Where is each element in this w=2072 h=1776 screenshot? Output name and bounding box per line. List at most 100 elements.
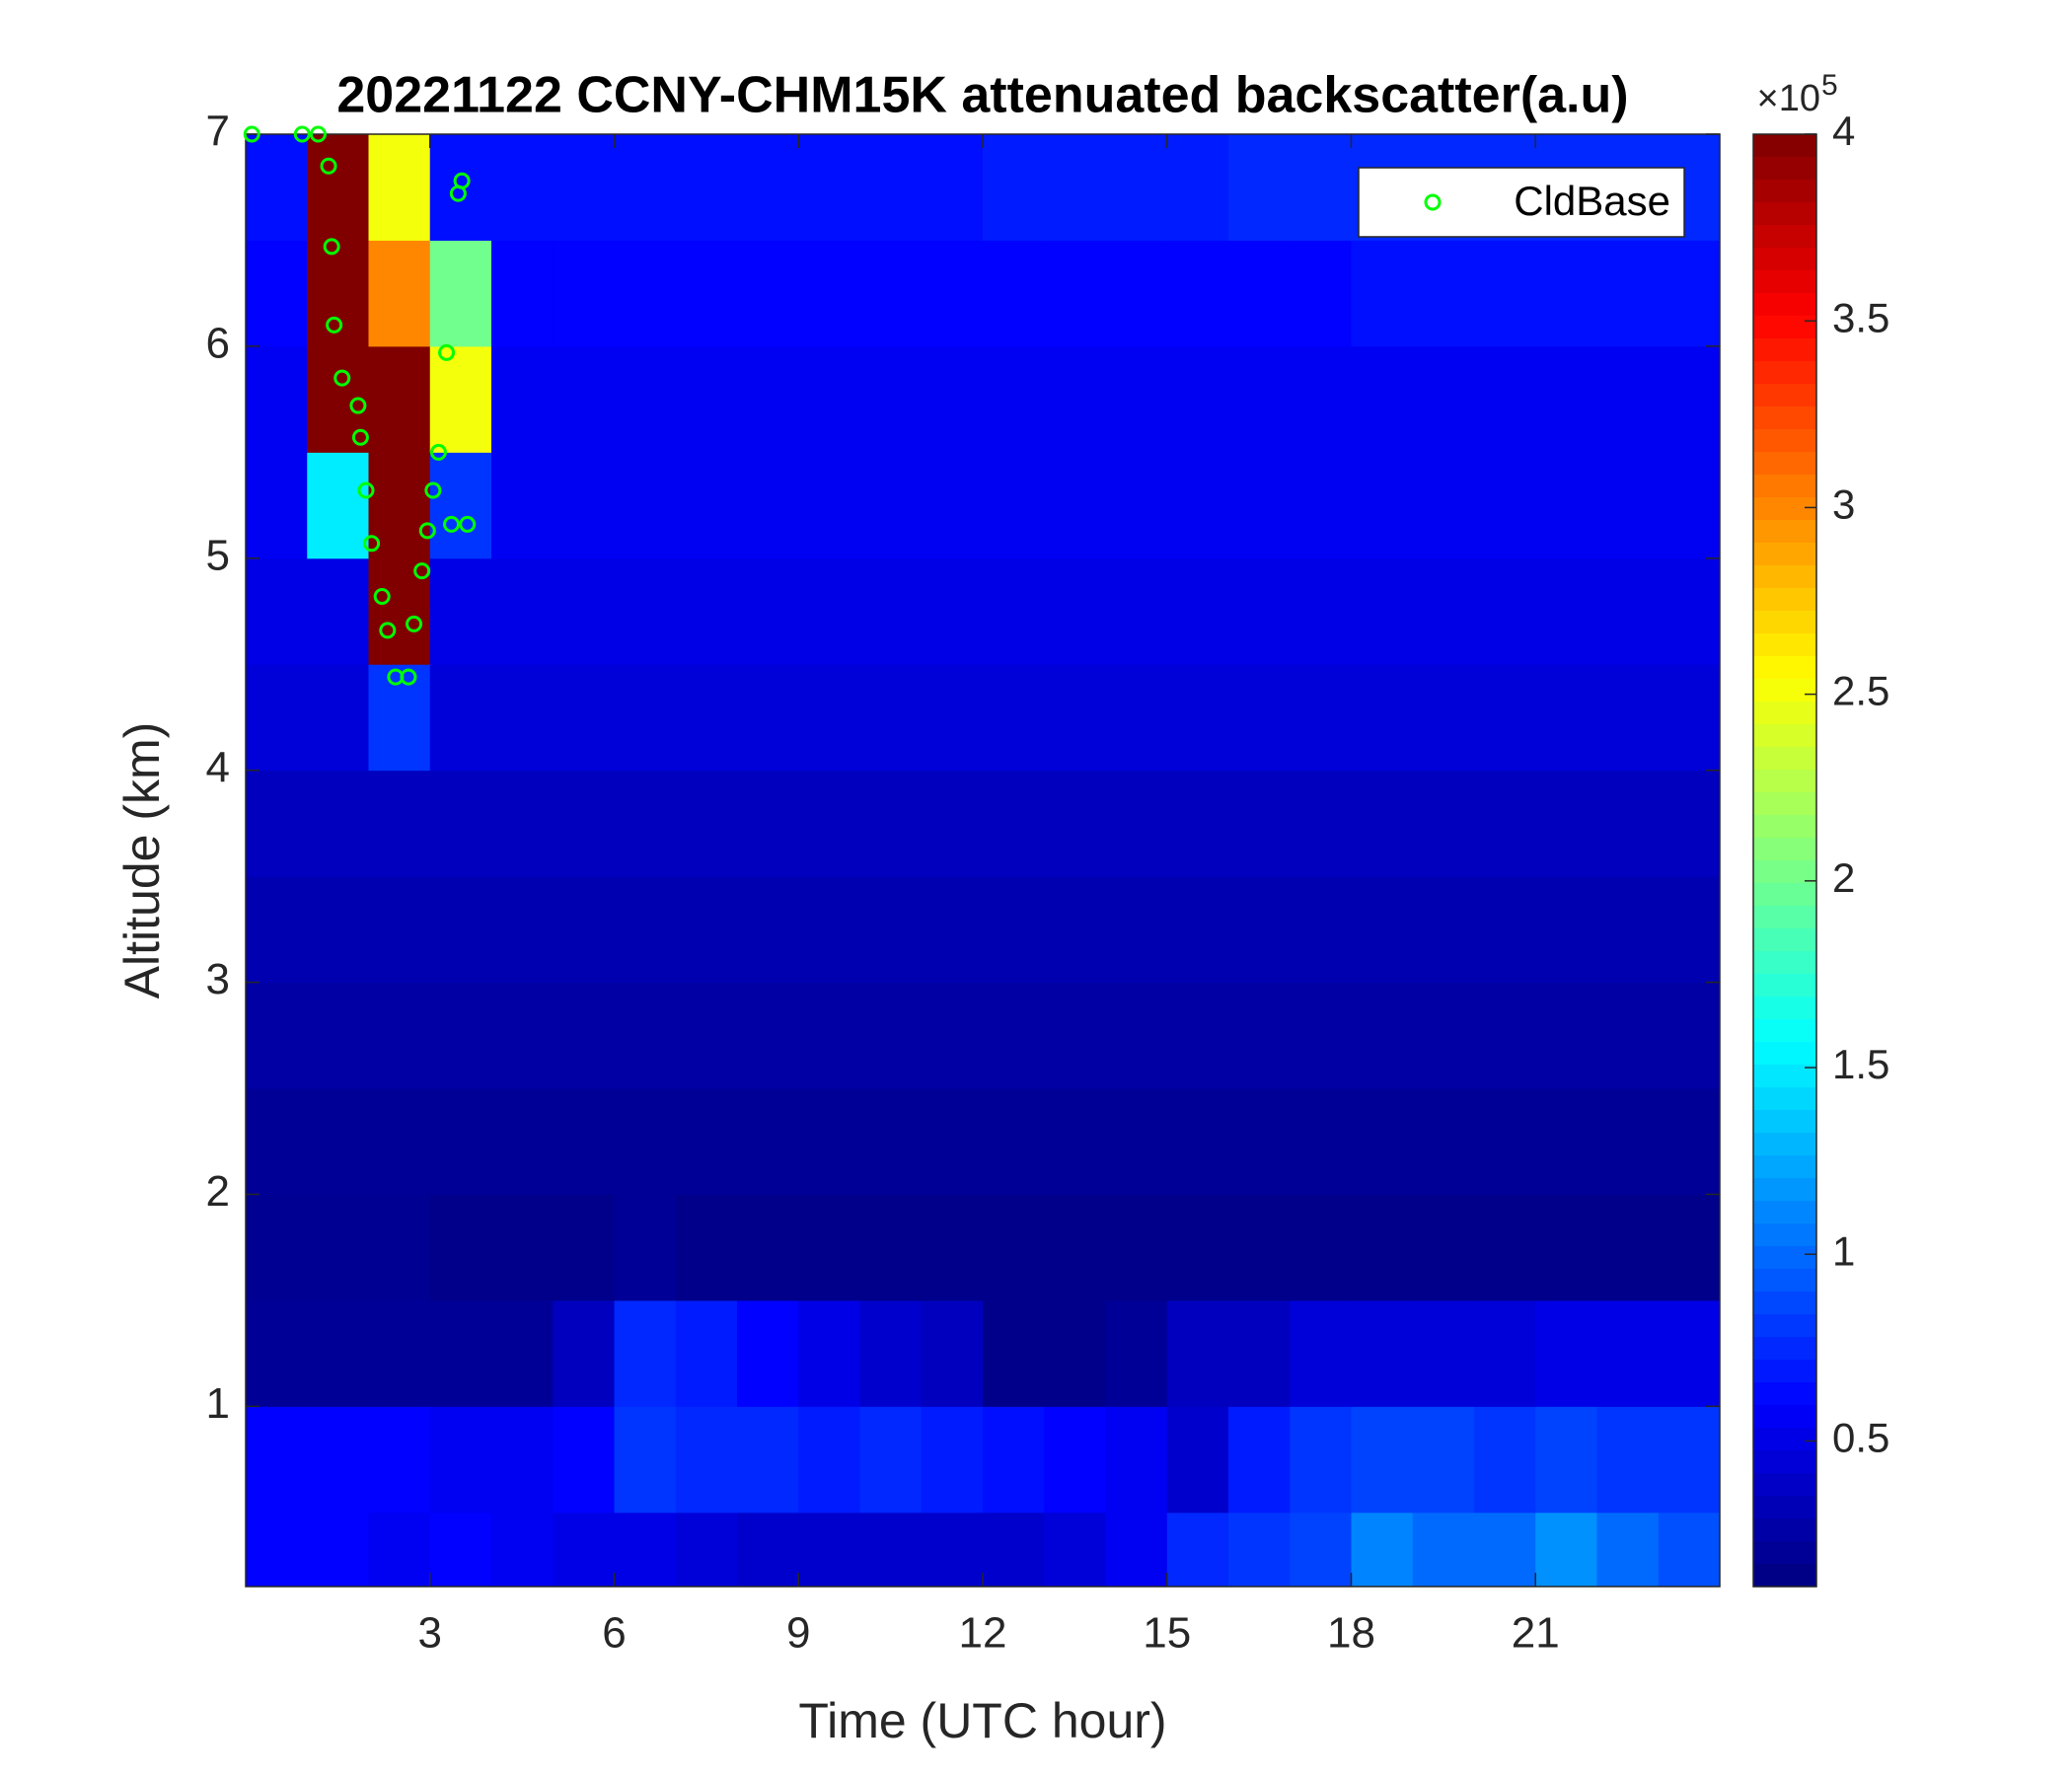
- colorbar-tick-label: 2: [1832, 854, 1855, 901]
- heatmap-cell: [1474, 664, 1536, 772]
- x-tick-label: 6: [602, 1609, 626, 1658]
- heatmap-cell: [737, 452, 799, 559]
- heatmap-cell: [246, 1088, 308, 1195]
- heatmap-cell: [1166, 452, 1229, 559]
- heatmap-cell: [737, 134, 799, 241]
- heatmap-cell: [1412, 345, 1475, 453]
- heatmap-cell: [246, 240, 308, 347]
- heatmap-cell: [1228, 1406, 1291, 1514]
- heatmap-cell: [1596, 770, 1660, 877]
- y-tick-label: 2: [206, 1167, 230, 1216]
- legend: CldBase: [1358, 167, 1685, 238]
- colorbar-swatch: [1753, 747, 1816, 771]
- heatmap-cell: [1474, 876, 1536, 984]
- heatmap-cell: [1412, 557, 1475, 665]
- heatmap-cell: [1474, 557, 1536, 665]
- colorbar-swatch: [1753, 770, 1816, 793]
- heatmap-cell: [1351, 1406, 1414, 1514]
- heatmap-cell: [1044, 1406, 1106, 1514]
- heatmap-cell: [1658, 1406, 1721, 1514]
- colorbar-swatch: [1753, 452, 1816, 476]
- heatmap-cell: [859, 557, 923, 665]
- heatmap-cell: [921, 876, 984, 984]
- heatmap-cell: [1290, 664, 1352, 772]
- heatmap-cell: [1228, 1088, 1291, 1195]
- heatmap-cell: [798, 557, 860, 665]
- heatmap-cell: [368, 1088, 431, 1195]
- heatmap-cell: [429, 876, 492, 984]
- heatmap-cell: [614, 876, 677, 984]
- heatmap-cell: [307, 1406, 369, 1514]
- heatmap-cell: [1535, 557, 1597, 665]
- heatmap-cell: [1166, 1512, 1229, 1588]
- heatmap-cell: [553, 1088, 615, 1195]
- heatmap-cell: [1228, 664, 1291, 772]
- heatmap-cell: [859, 876, 923, 984]
- heatmap-cell: [614, 557, 677, 665]
- heatmap-cell: [1351, 240, 1414, 347]
- heatmap-cell: [553, 1406, 615, 1514]
- heatmap-cell: [429, 240, 492, 347]
- heatmap-cell: [921, 345, 984, 453]
- heatmap-cell: [553, 452, 615, 559]
- heatmap-cell: [1290, 876, 1352, 984]
- heatmap-cell: [1044, 557, 1106, 665]
- scatter-point: [413, 562, 431, 580]
- heatmap-cell: [1351, 664, 1414, 772]
- heatmap-cell: [1535, 1512, 1597, 1588]
- colorbar-swatch: [1753, 1042, 1816, 1066]
- heatmap-cell: [1596, 1406, 1660, 1514]
- colorbar-swatch: [1753, 1428, 1816, 1451]
- legend-marker: [1424, 193, 1442, 211]
- heatmap-cell: [1658, 345, 1721, 453]
- heatmap-cell: [553, 345, 615, 453]
- heatmap-cell: [246, 876, 308, 984]
- y-tick-label: 1: [206, 1379, 230, 1428]
- heatmap-cell: [1351, 876, 1414, 984]
- heatmap-cell: [307, 1512, 369, 1588]
- heatmap-cell: [491, 345, 554, 453]
- colorbar-tick-label: 4: [1832, 108, 1855, 154]
- heatmap-cell: [1228, 982, 1291, 1089]
- heatmap-cell: [859, 1194, 923, 1301]
- heatmap-cell: [1474, 345, 1536, 453]
- heatmap-cell: [307, 664, 369, 772]
- heatmap-cell: [921, 1299, 984, 1407]
- heatmap-cell: [1535, 876, 1597, 984]
- colorbar-tick-label: 3: [1832, 481, 1855, 527]
- heatmap-cell: [368, 1194, 431, 1301]
- heatmap-cell: [429, 1299, 492, 1407]
- heatmap-cell: [1658, 452, 1721, 559]
- heatmap-cell: [1412, 1512, 1475, 1588]
- heatmap-cell: [983, 982, 1045, 1089]
- heatmap-cell: [1412, 1406, 1475, 1514]
- colorbar-swatch: [1753, 906, 1816, 929]
- heatmap-cell: [859, 664, 923, 772]
- heatmap-cell: [798, 664, 860, 772]
- heatmap-cell: [1290, 345, 1352, 453]
- heatmap-cell: [1228, 1299, 1291, 1407]
- colorbar-swatch: [1753, 1405, 1816, 1429]
- heatmap-cell: [798, 1299, 860, 1407]
- heatmap-cell: [737, 345, 799, 453]
- heatmap-cell: [1044, 770, 1106, 877]
- heatmap-cell: [675, 557, 738, 665]
- heatmap-cell: [983, 1299, 1045, 1407]
- heatmap-cell: [798, 1194, 860, 1301]
- scatter-point: [424, 481, 442, 499]
- scatter-point: [243, 125, 260, 143]
- heatmap-cell: [614, 134, 677, 241]
- colorbar-swatch: [1753, 1087, 1816, 1111]
- heatmap-cell: [1166, 664, 1229, 772]
- heatmap-cell: [1105, 1406, 1168, 1514]
- scatter-point: [357, 481, 375, 499]
- heatmap-cell: [859, 345, 923, 453]
- heatmap-cell: [737, 240, 799, 347]
- colorbar-swatch: [1753, 248, 1816, 271]
- heatmap-cell: [368, 1406, 431, 1514]
- heatmap-cell: [491, 240, 554, 347]
- colorbar-swatch: [1753, 225, 1816, 249]
- colorbar-swatch: [1753, 1246, 1816, 1270]
- heatmap-cell: [368, 134, 431, 241]
